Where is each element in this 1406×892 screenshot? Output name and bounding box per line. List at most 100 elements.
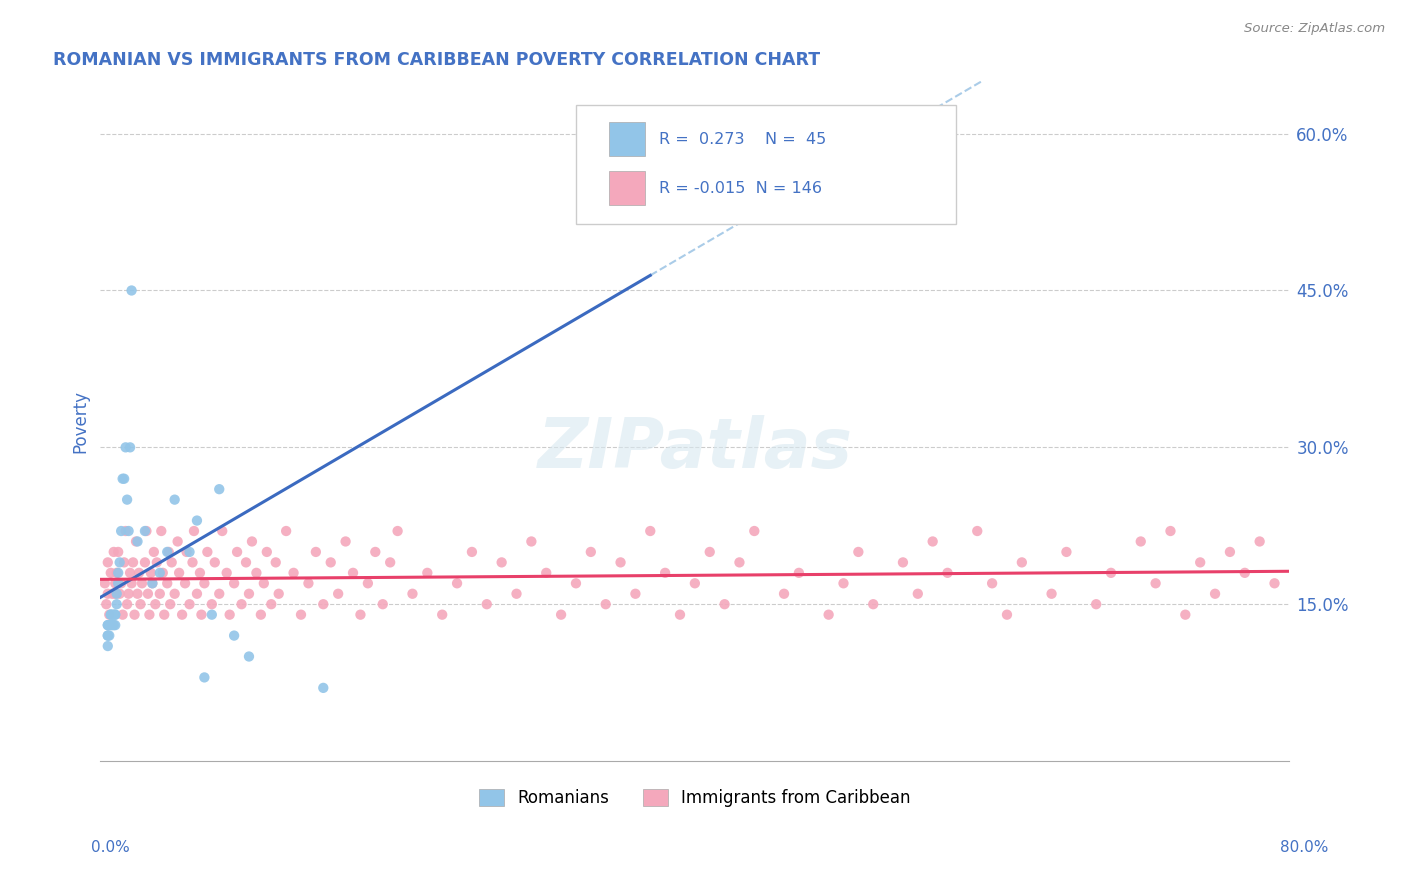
Point <box>108 587 131 601</box>
Bar <box>609 122 645 156</box>
Point <box>186 514 208 528</box>
Point <box>267 587 290 601</box>
Point <box>446 576 468 591</box>
Point <box>97 587 120 601</box>
Point <box>97 555 120 569</box>
Point <box>862 597 884 611</box>
Point <box>112 472 135 486</box>
Point <box>179 545 201 559</box>
Point <box>416 566 439 580</box>
Point <box>163 587 186 601</box>
Point <box>149 587 172 601</box>
Point <box>201 597 224 611</box>
Point <box>100 607 122 622</box>
Point <box>638 127 661 141</box>
Point <box>201 607 224 622</box>
Point <box>121 284 143 298</box>
Point <box>142 545 165 559</box>
Point <box>115 597 138 611</box>
Text: 0.0%: 0.0% <box>91 840 131 855</box>
Point <box>136 587 159 601</box>
Point <box>103 545 125 559</box>
Point <box>141 576 163 591</box>
Point <box>276 524 298 538</box>
Point <box>208 482 231 496</box>
FancyBboxPatch shape <box>576 105 956 224</box>
Point <box>100 566 122 580</box>
Point <box>124 607 146 622</box>
Point <box>891 555 914 569</box>
Point <box>728 555 751 569</box>
Point <box>1099 566 1122 580</box>
Point <box>432 607 454 622</box>
Point <box>190 607 212 622</box>
Point <box>176 545 198 559</box>
Point <box>683 576 706 591</box>
Point <box>1249 534 1271 549</box>
Point <box>138 607 160 622</box>
Point <box>669 607 692 622</box>
Point <box>1054 545 1077 559</box>
Point <box>134 524 156 538</box>
Point <box>319 555 342 569</box>
Point <box>1189 555 1212 569</box>
Point <box>152 566 174 580</box>
Text: ZIPatlas: ZIPatlas <box>537 415 852 482</box>
Point <box>183 524 205 538</box>
Point <box>995 607 1018 622</box>
Point <box>186 587 208 601</box>
Point <box>105 566 128 580</box>
Point <box>107 576 129 591</box>
Point <box>114 524 136 538</box>
Point <box>505 587 527 601</box>
Point <box>536 566 558 580</box>
Point <box>342 566 364 580</box>
Point <box>1233 566 1256 580</box>
Point <box>312 681 335 695</box>
Point <box>211 524 233 538</box>
Point <box>96 597 118 611</box>
Point <box>250 607 273 622</box>
Point <box>117 587 139 601</box>
Point <box>240 534 263 549</box>
Point <box>135 524 157 538</box>
Point <box>97 639 120 653</box>
Point <box>122 555 145 569</box>
Point <box>131 576 153 591</box>
Point <box>936 566 959 580</box>
Point <box>108 555 131 569</box>
Point <box>1174 607 1197 622</box>
Point <box>94 576 117 591</box>
Point <box>117 524 139 538</box>
Point <box>380 555 402 569</box>
Point <box>110 576 132 591</box>
Point <box>312 597 335 611</box>
Point <box>134 555 156 569</box>
Point <box>475 597 498 611</box>
Point <box>146 555 169 569</box>
Point <box>100 618 122 632</box>
Point <box>491 555 513 569</box>
Point <box>215 566 238 580</box>
Point <box>256 545 278 559</box>
Point <box>149 566 172 580</box>
Point <box>1204 587 1226 601</box>
Point <box>98 618 121 632</box>
Point <box>128 566 150 580</box>
Point <box>125 534 148 549</box>
Point <box>208 587 231 601</box>
Point <box>371 597 394 611</box>
Point <box>773 587 796 601</box>
Point <box>143 597 166 611</box>
Point <box>139 566 162 580</box>
Point <box>817 607 839 622</box>
Legend: Romanians, Immigrants from Caribbean: Romanians, Immigrants from Caribbean <box>472 782 917 814</box>
Point <box>104 607 127 622</box>
Point <box>107 566 129 580</box>
Point <box>104 607 127 622</box>
Point <box>129 597 152 611</box>
Point <box>120 441 142 455</box>
Point <box>1011 555 1033 569</box>
Point <box>461 545 484 559</box>
Point <box>328 587 350 601</box>
